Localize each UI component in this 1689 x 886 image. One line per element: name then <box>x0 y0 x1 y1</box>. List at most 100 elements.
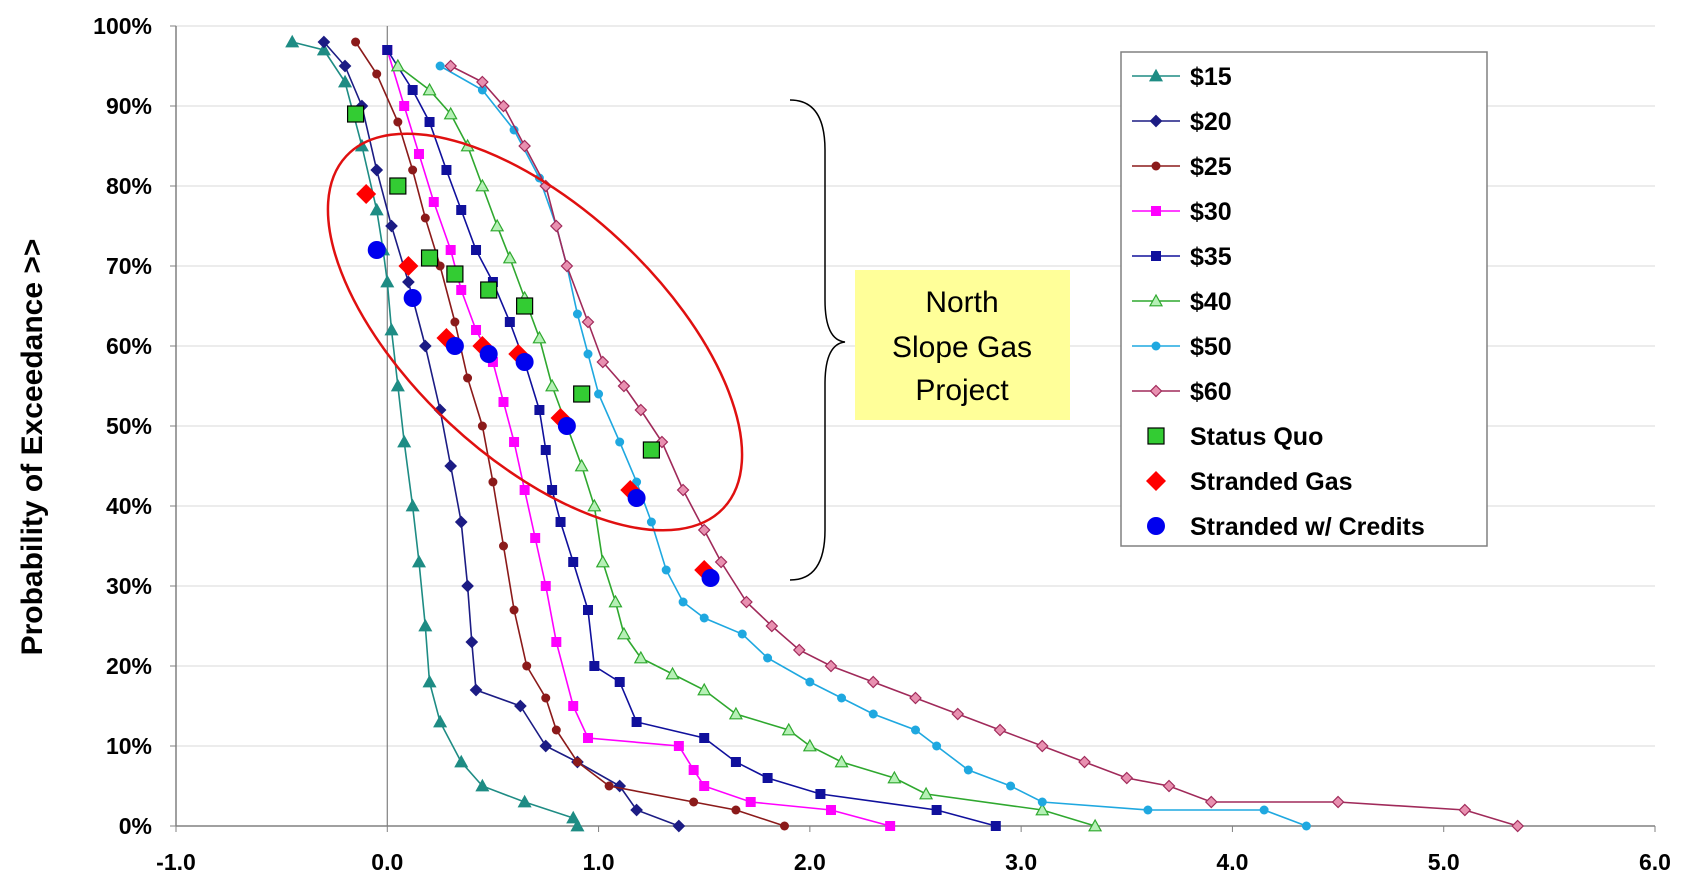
data-point <box>518 139 531 153</box>
data-point <box>463 373 473 383</box>
legend-entry: $30 <box>1132 198 1232 226</box>
legend-marker <box>1151 161 1161 171</box>
series-line <box>354 41 785 827</box>
legend-marker <box>1147 427 1165 445</box>
data-point <box>509 605 519 615</box>
legend-entry: $40 <box>1132 288 1232 316</box>
data-point <box>382 45 393 55</box>
data-point <box>1006 781 1016 791</box>
data-point <box>471 245 482 255</box>
data-point <box>456 285 467 295</box>
data-point <box>411 554 426 568</box>
data-point <box>699 733 710 743</box>
legend-label: $30 <box>1190 198 1232 226</box>
data-point <box>532 330 547 344</box>
data-point <box>399 101 410 111</box>
data-point <box>633 650 648 664</box>
legend-marker <box>1147 517 1165 535</box>
x-tick-label: 4.0 <box>1216 849 1248 875</box>
data-point <box>380 274 395 288</box>
y-axis-label: Probability of Exceedance >> <box>16 239 49 656</box>
data-point <box>515 353 534 371</box>
data-point <box>397 434 412 448</box>
legend-marker <box>1151 206 1161 216</box>
data-point <box>1035 802 1050 816</box>
data-point <box>471 325 482 335</box>
data-point <box>498 541 508 551</box>
data-point <box>1120 771 1134 785</box>
x-tick-label: 1.0 <box>583 849 615 875</box>
data-point <box>587 498 602 512</box>
data-point <box>1331 795 1345 809</box>
annotation-line-2: Slope Gas <box>892 331 1032 364</box>
data-point <box>367 241 386 259</box>
data-point <box>815 789 826 799</box>
data-point <box>617 379 631 393</box>
y-tick-label: 10% <box>106 733 152 759</box>
data-point <box>805 677 815 687</box>
data-point <box>672 819 686 833</box>
data-point <box>825 805 836 815</box>
data-point <box>737 629 747 639</box>
data-point <box>385 219 398 233</box>
data-point <box>465 635 479 649</box>
data-point <box>792 643 806 657</box>
series-0 <box>285 34 585 832</box>
data-point <box>990 821 1001 831</box>
annotation-line-3: Project <box>915 374 1009 407</box>
y-tick-label: 100% <box>93 13 152 39</box>
data-point <box>390 378 405 392</box>
series-8 <box>346 105 660 459</box>
data-point <box>885 821 896 831</box>
data-point <box>346 105 365 123</box>
data-point <box>551 725 561 735</box>
data-point <box>560 259 574 273</box>
data-point <box>615 437 625 447</box>
data-point <box>699 613 709 623</box>
data-point <box>477 421 487 431</box>
data-point <box>338 74 353 88</box>
data-point <box>549 219 563 233</box>
data-point <box>1143 805 1153 815</box>
data-point <box>403 289 422 307</box>
data-point <box>780 821 790 831</box>
y-tick-label: 20% <box>106 653 152 679</box>
series-5 <box>390 58 1103 832</box>
data-point <box>422 82 437 96</box>
data-point <box>568 701 579 711</box>
data-point <box>497 99 510 113</box>
annotation-box <box>855 270 1070 420</box>
data-point <box>887 770 902 784</box>
data-point <box>356 184 377 204</box>
data-point <box>583 605 594 615</box>
data-point <box>570 818 585 832</box>
data-point <box>646 517 656 527</box>
data-point <box>428 197 439 207</box>
legend-entry: $15 <box>1132 63 1232 91</box>
data-point <box>316 42 331 56</box>
data-point <box>519 485 530 495</box>
data-point <box>551 637 562 647</box>
data-point <box>963 765 973 775</box>
data-point <box>572 757 582 767</box>
data-point <box>931 805 942 815</box>
series-group <box>285 34 1525 833</box>
data-point <box>688 765 699 775</box>
series-2 <box>351 37 790 831</box>
data-point <box>444 459 458 473</box>
data-point <box>547 485 558 495</box>
x-tick-label: -1.0 <box>156 849 196 875</box>
data-point <box>728 706 743 720</box>
data-point <box>509 125 519 135</box>
data-point <box>951 707 965 721</box>
data-point <box>837 693 847 703</box>
data-point <box>568 557 579 567</box>
data-point <box>516 297 534 315</box>
data-point <box>454 754 469 768</box>
data-point <box>443 106 458 120</box>
y-tick-label: 70% <box>106 253 152 279</box>
data-point <box>583 733 594 743</box>
data-point <box>1259 805 1269 815</box>
data-point <box>372 69 382 79</box>
data-point <box>714 555 728 569</box>
